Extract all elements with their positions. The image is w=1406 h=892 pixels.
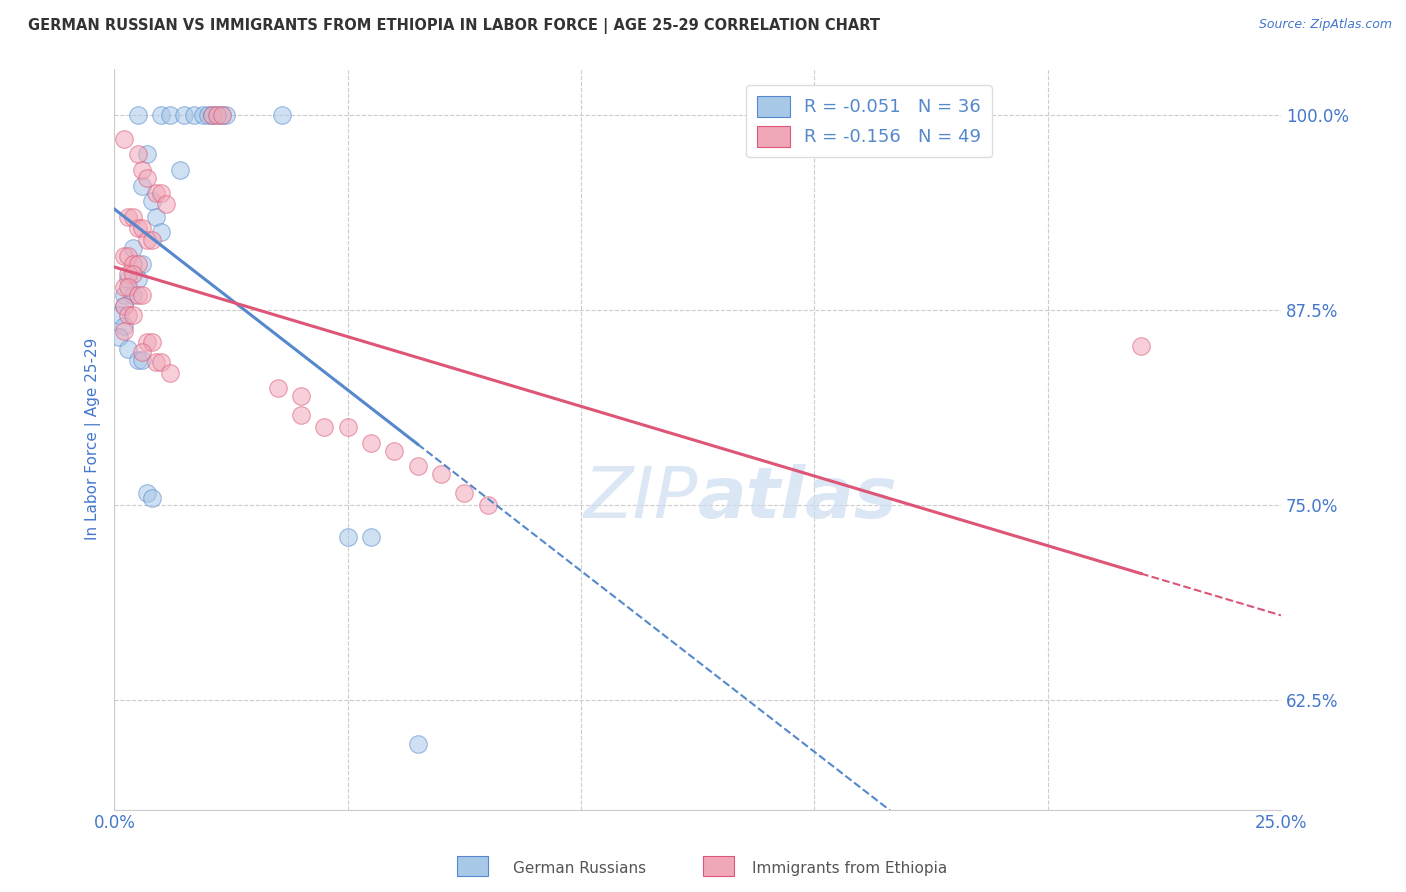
Point — [127, 108, 149, 122]
Point — [430, 467, 453, 482]
Point — [122, 287, 145, 301]
Point — [201, 108, 224, 122]
Point — [122, 268, 145, 282]
Point — [141, 334, 163, 349]
Point — [127, 272, 149, 286]
Point — [136, 170, 159, 185]
Point — [112, 132, 135, 146]
Point — [112, 249, 135, 263]
Point — [336, 420, 359, 434]
Point — [136, 233, 159, 247]
Point — [150, 108, 173, 122]
Point — [211, 108, 233, 122]
Point — [205, 108, 228, 122]
Text: ZIP: ZIP — [583, 464, 697, 533]
Text: German Russians: German Russians — [513, 862, 647, 876]
Point — [205, 108, 228, 122]
Point — [477, 499, 499, 513]
Point — [169, 162, 191, 177]
Point — [159, 366, 181, 380]
Point — [150, 355, 173, 369]
Point — [1130, 339, 1153, 353]
Point — [136, 486, 159, 500]
Point — [117, 249, 139, 263]
Point — [336, 529, 359, 543]
Point — [290, 408, 312, 422]
Point — [127, 256, 149, 270]
Point — [197, 108, 219, 122]
Point — [136, 147, 159, 161]
Point — [117, 210, 139, 224]
Point — [117, 272, 139, 286]
Text: GERMAN RUSSIAN VS IMMIGRANTS FROM ETHIOPIA IN LABOR FORCE | AGE 25-29 CORRELATIO: GERMAN RUSSIAN VS IMMIGRANTS FROM ETHIOP… — [28, 18, 880, 34]
Point — [131, 287, 153, 301]
Point — [127, 147, 149, 161]
Point — [406, 459, 429, 474]
Point — [122, 241, 145, 255]
Point — [201, 108, 224, 122]
Point — [173, 108, 195, 122]
Point — [131, 345, 153, 359]
Point — [127, 353, 149, 368]
Point — [131, 162, 153, 177]
Point — [122, 256, 145, 270]
Legend: R = -0.051   N = 36, R = -0.156   N = 49: R = -0.051 N = 36, R = -0.156 N = 49 — [747, 85, 993, 157]
Point — [112, 324, 135, 338]
Point — [159, 108, 181, 122]
Point — [127, 220, 149, 235]
Point — [267, 381, 290, 395]
Text: atlas: atlas — [697, 464, 897, 533]
Point — [117, 268, 139, 282]
Point — [150, 225, 173, 239]
Point — [122, 210, 145, 224]
Point — [112, 287, 135, 301]
Point — [127, 287, 149, 301]
Point — [112, 280, 135, 294]
Point — [131, 178, 153, 193]
Point — [211, 108, 233, 122]
Point — [131, 256, 153, 270]
Point — [141, 194, 163, 208]
Point — [112, 299, 135, 313]
Point — [150, 186, 173, 201]
Point — [215, 108, 238, 122]
Y-axis label: In Labor Force | Age 25-29: In Labor Force | Age 25-29 — [86, 338, 101, 541]
Point — [183, 108, 205, 122]
Point — [112, 299, 135, 313]
Point — [360, 529, 382, 543]
Point — [384, 443, 406, 458]
Point — [145, 186, 167, 201]
Point — [271, 108, 294, 122]
Point — [136, 334, 159, 349]
Point — [453, 486, 475, 500]
Point — [131, 353, 153, 368]
Point — [112, 318, 135, 333]
Text: Source: ZipAtlas.com: Source: ZipAtlas.com — [1258, 18, 1392, 31]
Point — [108, 308, 131, 322]
Point — [117, 308, 139, 322]
Point — [191, 108, 214, 122]
Point — [145, 210, 167, 224]
Point — [141, 491, 163, 505]
Point — [145, 355, 167, 369]
Point — [406, 737, 429, 751]
Point — [131, 220, 153, 235]
Point — [290, 389, 312, 403]
Text: Immigrants from Ethiopia: Immigrants from Ethiopia — [752, 862, 948, 876]
Point — [314, 420, 336, 434]
Point — [122, 308, 145, 322]
Point — [141, 233, 163, 247]
Point — [117, 280, 139, 294]
Point — [117, 343, 139, 357]
Point — [155, 197, 177, 211]
Point — [108, 330, 131, 344]
Point — [360, 436, 382, 450]
